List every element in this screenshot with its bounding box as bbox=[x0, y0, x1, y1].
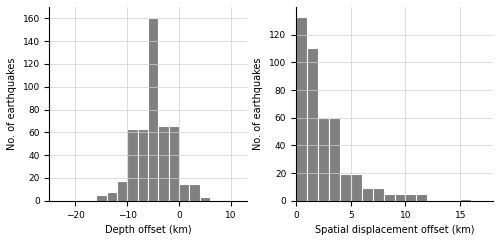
Bar bbox=[158, 126, 168, 201]
Bar bbox=[384, 194, 394, 201]
Y-axis label: No. of earthquakes: No. of earthquakes bbox=[7, 58, 17, 150]
Bar bbox=[329, 118, 340, 201]
Bar bbox=[190, 184, 200, 201]
Bar bbox=[318, 118, 329, 201]
Bar bbox=[296, 17, 307, 201]
Bar bbox=[394, 194, 406, 201]
X-axis label: Spatial displacement offset (km): Spatial displacement offset (km) bbox=[315, 225, 474, 235]
Bar bbox=[416, 194, 428, 201]
Bar bbox=[362, 188, 372, 201]
Bar bbox=[128, 129, 138, 201]
Bar bbox=[138, 129, 148, 201]
Bar bbox=[307, 48, 318, 201]
Bar bbox=[54, 200, 65, 201]
Y-axis label: No. of earthquakes: No. of earthquakes bbox=[254, 58, 264, 150]
Bar bbox=[350, 174, 362, 201]
Bar bbox=[106, 192, 117, 201]
Bar bbox=[168, 126, 179, 201]
Bar bbox=[372, 188, 384, 201]
Bar bbox=[96, 195, 106, 201]
Bar bbox=[406, 194, 416, 201]
Bar bbox=[210, 200, 220, 201]
Bar bbox=[148, 18, 158, 201]
Bar bbox=[200, 197, 210, 201]
Bar bbox=[117, 182, 128, 201]
Bar bbox=[179, 184, 190, 201]
X-axis label: Depth offset (km): Depth offset (km) bbox=[104, 225, 192, 235]
Bar bbox=[340, 174, 350, 201]
Bar bbox=[460, 199, 471, 201]
